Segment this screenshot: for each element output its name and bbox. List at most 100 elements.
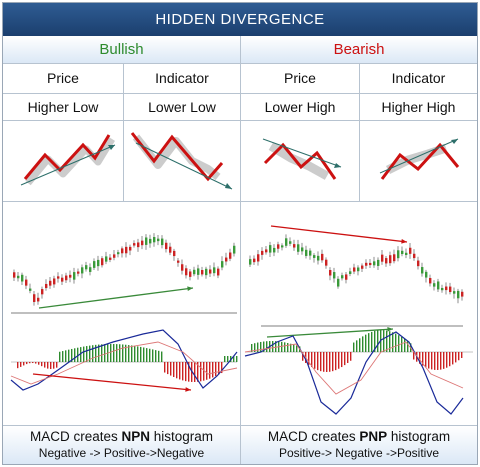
bull-macd-bar	[98, 344, 100, 362]
bull-macd-bar	[38, 362, 40, 365]
bear-price-candle	[429, 277, 432, 284]
bull-price-candle	[233, 245, 236, 254]
bear-price-candle	[365, 262, 368, 266]
bull-price-candle	[149, 238, 152, 244]
bear-price-candle	[265, 249, 268, 253]
bear-macd-bar	[284, 342, 286, 352]
bull-price-candle	[125, 246, 128, 254]
bear-macd-bar	[290, 343, 292, 352]
bear-price-candle	[325, 259, 328, 266]
bull-price-candle	[229, 252, 232, 259]
bear-macd-bar	[359, 338, 361, 352]
bull-price-candle	[129, 246, 132, 251]
bull-macd-bar	[206, 362, 208, 380]
bull-price-candle	[89, 267, 92, 272]
bullish-footer-sequence: Negative -> Positive->Negative	[38, 446, 205, 460]
bull-signal-line	[10, 341, 238, 385]
bull-macd-bar	[236, 356, 238, 362]
bear-price-trend-arrow	[270, 225, 408, 243]
bear-macd-bar	[437, 352, 439, 370]
bear-price-candle	[305, 249, 308, 256]
bearish-footer: MACD creates PNP histogram Positive-> Ne…	[241, 426, 477, 464]
bull-price-candle	[85, 265, 88, 270]
bear-price-candle	[385, 258, 388, 264]
bear-macd-bar	[368, 333, 370, 352]
bear-macd-bar	[287, 342, 289, 352]
divider-right	[359, 64, 360, 201]
bull-macd-bar	[110, 344, 112, 362]
bear-macd-bar	[386, 330, 388, 352]
bear-price-candle	[425, 271, 428, 278]
bearish-footer-line1: MACD creates PNP histogram	[267, 429, 451, 444]
bear-price-candle	[285, 238, 288, 246]
bull-macd-bar	[80, 347, 82, 362]
bull-price-candle	[41, 289, 44, 295]
bull-price-candle	[193, 269, 196, 275]
row-divider-2	[3, 120, 477, 121]
bear-macd-bar	[419, 352, 421, 364]
bear-macd-bar	[443, 352, 445, 369]
bear-macd-bar	[263, 341, 265, 352]
bull-macd-bar	[104, 344, 106, 362]
bull-macd-bar	[161, 351, 163, 362]
bull-price-candle	[137, 242, 140, 248]
bull-macd-bar	[59, 351, 61, 362]
bear-price-candle	[393, 254, 396, 262]
bear-macd-bar	[275, 341, 277, 352]
bear-macd-bar	[272, 341, 274, 352]
bear-price-candle	[341, 275, 344, 279]
bull-macd-bar	[74, 348, 76, 362]
bearish-heading: Bearish	[241, 36, 477, 64]
bear-macd-bar	[455, 352, 457, 363]
bear-price-candle	[317, 255, 320, 261]
bear-price-candle	[433, 283, 436, 287]
bull-price-candle	[29, 288, 32, 291]
bull-macd-bar	[35, 362, 37, 364]
bull-macd-bar	[179, 362, 181, 380]
bear-price-candle	[313, 255, 316, 258]
bull-price-candle	[81, 267, 84, 274]
bear-macd-bar	[422, 352, 424, 366]
bull-macd-bar	[47, 362, 49, 369]
bull-price-candle	[45, 283, 48, 289]
bull-macd-bar	[137, 346, 139, 362]
bull-macd-bar	[89, 345, 91, 362]
bear-price-candle	[281, 245, 284, 248]
bear-price-candle	[461, 291, 464, 297]
bull-macd-bar	[152, 349, 154, 362]
bull-macd-bar	[164, 362, 166, 373]
bear-macd-bar	[332, 352, 334, 372]
bull-price-trend-arrow-head	[187, 286, 193, 292]
bull-macd-bar	[113, 344, 115, 362]
bear-macd-bar	[356, 340, 358, 352]
bull-price-candle	[65, 275, 68, 281]
bull-macd-bar	[197, 362, 199, 382]
bull-macd-bar	[128, 345, 130, 362]
bear-price-candle	[409, 247, 412, 254]
bear-price-candle	[453, 291, 456, 294]
bull-price-candle	[117, 252, 120, 255]
bear-macd-bar	[296, 345, 298, 352]
bear-macd-bar	[314, 352, 316, 369]
bear-macd-bar	[374, 330, 376, 352]
bearish-footer-sequence: Positive-> Negative ->Positive	[278, 446, 440, 460]
bull-price-candle	[197, 268, 200, 275]
bull-macd-bar	[77, 347, 79, 362]
bull-price-candle	[61, 277, 64, 282]
bull-price-candle	[105, 256, 108, 262]
bear-macd-bar	[434, 352, 436, 370]
bear-macd-bar	[323, 352, 325, 372]
bull-price-candle	[77, 271, 80, 274]
bear-price-candle	[333, 272, 336, 279]
bear-price-candle	[389, 255, 392, 264]
bull-macd-bar	[86, 346, 88, 362]
bull-macd-bar	[17, 362, 19, 369]
bear-price-candle	[377, 259, 380, 266]
bear-price-candle	[361, 265, 364, 269]
bull-macd-bar	[167, 362, 169, 375]
bull-macd-bar	[143, 347, 145, 362]
divider-left	[123, 64, 124, 201]
bear-macd-bar	[383, 330, 385, 352]
bull-price-candle	[217, 268, 220, 276]
bearish-price-label: Price	[241, 64, 359, 93]
